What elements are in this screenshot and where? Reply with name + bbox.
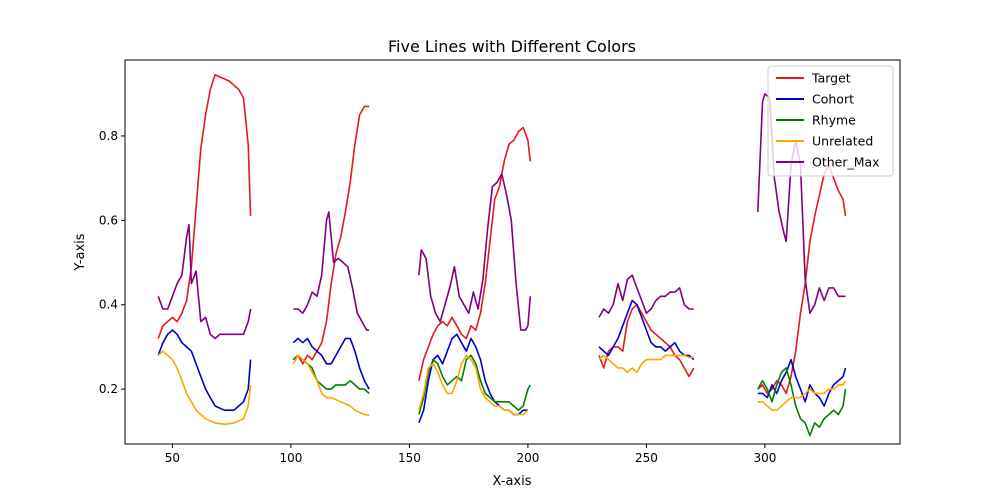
series-line-unrelated bbox=[598, 354, 694, 374]
y-tick-label: 0.4 bbox=[99, 298, 118, 312]
series-line-other-max bbox=[598, 274, 694, 318]
series-line-target bbox=[292, 105, 370, 365]
legend-label: Rhyme bbox=[812, 113, 856, 128]
series-layer bbox=[157, 74, 847, 437]
x-tick-label: 100 bbox=[279, 451, 302, 465]
y-axis: 0.2 0.4 0.6 0.8 bbox=[99, 129, 125, 396]
y-tick-label: 0.2 bbox=[99, 382, 118, 396]
x-tick-label: 50 bbox=[165, 451, 180, 465]
y-axis-label: Y-axis bbox=[73, 233, 88, 271]
series-line-other-max bbox=[293, 211, 370, 331]
series-line-other-max bbox=[418, 173, 532, 331]
series-line-unrelated bbox=[292, 354, 370, 417]
y-tick-label: 0.8 bbox=[99, 129, 118, 143]
series-line-unrelated bbox=[757, 380, 847, 412]
series-line-rhyme bbox=[757, 367, 847, 437]
plot-area: 50 100 150 200 250 300 0.2 0.4 0.6 0.8 bbox=[99, 59, 901, 465]
series-unrelated bbox=[157, 350, 847, 426]
legend-item-other-max: Other_Max bbox=[776, 155, 880, 170]
series-line-cohort bbox=[292, 337, 370, 390]
x-tick-label: 250 bbox=[635, 451, 658, 465]
x-tick-label: 150 bbox=[398, 451, 421, 465]
legend-item-unrelated: Unrelated bbox=[776, 134, 873, 149]
series-line-other-max bbox=[157, 223, 252, 340]
series-line-cohort bbox=[598, 299, 695, 361]
legend-label: Other_Max bbox=[812, 155, 880, 170]
series-line-unrelated bbox=[418, 354, 529, 416]
x-tick-label: 300 bbox=[753, 451, 776, 465]
series-line-target bbox=[418, 126, 532, 381]
x-axis-label: X-axis bbox=[493, 474, 532, 489]
series-line-unrelated bbox=[157, 350, 252, 426]
legend-item-target: Target bbox=[776, 71, 851, 86]
legend: Target Cohort Rhyme Unrelated Other_Max bbox=[767, 65, 894, 177]
legend-item-cohort: Cohort bbox=[776, 92, 854, 107]
legend-item-rhyme: Rhyme bbox=[776, 113, 856, 128]
chart-title: Five Lines with Different Colors bbox=[388, 37, 636, 56]
legend-box bbox=[767, 65, 894, 177]
plot-frame bbox=[124, 59, 901, 445]
y-tick-label: 0.6 bbox=[99, 213, 118, 227]
x-tick-label: 200 bbox=[516, 451, 539, 465]
series-line-rhyme bbox=[418, 354, 531, 415]
legend-label: Unrelated bbox=[812, 134, 873, 149]
legend-label: Target bbox=[811, 71, 851, 86]
series-line-target bbox=[157, 74, 252, 339]
legend-label: Cohort bbox=[812, 92, 854, 107]
x-axis: 50 100 150 200 250 300 bbox=[165, 444, 776, 465]
series-line-target bbox=[598, 303, 695, 378]
series-line-cohort bbox=[157, 329, 252, 412]
